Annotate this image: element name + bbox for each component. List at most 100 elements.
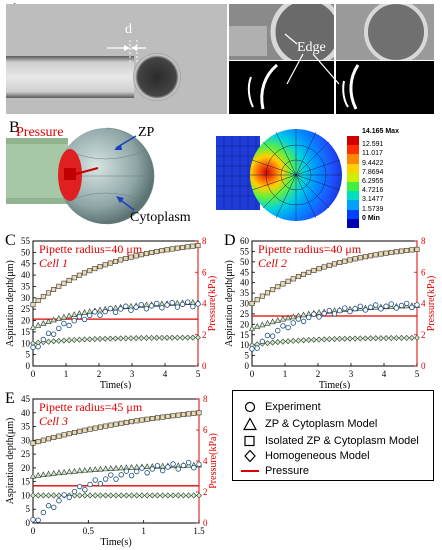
zp-point — [133, 463, 140, 470]
isolated-point — [46, 436, 52, 442]
homogeneous-point — [138, 334, 145, 342]
experiment-point — [87, 481, 93, 488]
zp-point — [61, 468, 68, 475]
homogeneous-point — [191, 492, 197, 499]
experiment-point — [102, 476, 109, 482]
zp-point — [81, 466, 88, 473]
homogeneous-point — [97, 492, 104, 499]
y-tick-label: 45 — [240, 267, 250, 277]
experiment-point — [35, 517, 41, 523]
homogeneous-point — [45, 338, 52, 345]
zp-point — [55, 315, 62, 321]
y-tick-label: 45 — [21, 259, 31, 269]
y-tick-label: 40 — [21, 270, 31, 280]
homogeneous-point — [285, 338, 291, 345]
experiment-point — [134, 468, 140, 475]
homogeneous-point — [185, 492, 192, 499]
isolated-point — [342, 258, 348, 264]
homogeneous-point — [274, 339, 281, 346]
experiment-point — [50, 331, 57, 337]
experiment-point — [316, 314, 322, 320]
isolated-point — [129, 419, 135, 425]
y-tick-label: 10 — [21, 338, 31, 348]
homogeneous-point — [195, 334, 201, 341]
homogeneous-point — [403, 334, 410, 341]
isolated-point — [71, 275, 77, 281]
isolated-point — [170, 413, 176, 419]
experiment-point — [336, 308, 343, 314]
zp-point — [254, 323, 261, 329]
zp-point — [279, 315, 287, 322]
colorbar-swatch — [347, 145, 359, 155]
experiment-point — [71, 318, 77, 324]
experiment-point — [139, 465, 145, 471]
y2-tick-label: 0 — [421, 361, 426, 371]
homogeneous-point — [321, 336, 327, 343]
zp-point — [29, 323, 37, 330]
zp-point — [118, 464, 125, 471]
experiment-point — [56, 325, 62, 332]
homogeneous-point — [148, 334, 155, 341]
isolated-point — [337, 260, 343, 266]
isolated-point — [82, 427, 88, 433]
isolated-point — [404, 247, 410, 253]
experiment-point — [295, 316, 302, 322]
isolated-point — [51, 287, 57, 293]
experiment-point — [190, 303, 196, 310]
homogeneous-point — [123, 335, 129, 342]
homogeneous-point — [170, 492, 176, 499]
homogeneous-point — [372, 335, 379, 342]
y-tick-label: 10 — [240, 340, 250, 350]
y-tick-label: 0 — [245, 361, 250, 371]
chart-subtitle: Cell 1 — [39, 256, 68, 270]
y-tick-label: 60 — [240, 236, 250, 246]
zp-point — [284, 314, 292, 321]
homogeneous-point — [184, 334, 191, 341]
homogeneous-point — [123, 492, 130, 499]
isolated-point — [92, 266, 98, 272]
edge-detect-2 — [336, 61, 434, 114]
y2-tick-label: 0 — [203, 518, 208, 528]
isolated-point — [154, 249, 160, 255]
homogeneous-point — [311, 336, 317, 343]
experiment-point — [87, 312, 93, 319]
experiment-point — [138, 301, 144, 308]
fem-stress-mesh — [216, 129, 342, 221]
y-tick-label: 0 — [26, 518, 31, 528]
legend-isolated-label: Isolated ZP & Cytoplasm Model — [265, 435, 419, 447]
isolated-point — [191, 410, 197, 416]
colorbar-swatch — [347, 209, 359, 219]
experiment-point — [196, 461, 202, 468]
isolated-point — [61, 280, 67, 286]
panel-letter: E — [5, 390, 15, 407]
experiment-point — [321, 310, 327, 317]
panel-b-letter: B — [9, 119, 20, 136]
isolated-point — [164, 247, 170, 253]
x-tick-label: 5 — [415, 369, 420, 379]
isolated-point — [190, 243, 196, 249]
panel-letter: D — [224, 234, 236, 249]
homogeneous-point — [153, 334, 160, 341]
homogeneous-point — [112, 335, 119, 342]
zp-point — [159, 462, 166, 469]
zp-point — [248, 325, 256, 331]
y2-axis-label: Pressure(kPa) — [208, 433, 219, 489]
y2-tick-label: 2 — [202, 330, 207, 340]
edge-detect-1 — [229, 61, 334, 114]
isolated-point — [275, 284, 281, 290]
legend: Experiment ZP & Cytoplasm Model Isolated… — [232, 390, 434, 481]
zp-point — [97, 465, 104, 472]
x-axis-label: Time(s) — [319, 380, 350, 389]
y-tick-label: 35 — [21, 281, 31, 291]
y-tick-label: 35 — [240, 288, 250, 298]
experiment-point — [61, 320, 67, 327]
zp-point — [35, 471, 42, 478]
isolated-point — [97, 264, 103, 270]
homogeneous-point — [347, 335, 353, 342]
micrograph-pipette: d — [6, 4, 227, 114]
isolated-point — [40, 294, 46, 300]
y-tick-label: 40 — [21, 408, 31, 418]
y2-tick-label: 8 — [203, 394, 208, 404]
isolated-point — [388, 249, 394, 255]
colorbar-swatch — [347, 182, 359, 192]
